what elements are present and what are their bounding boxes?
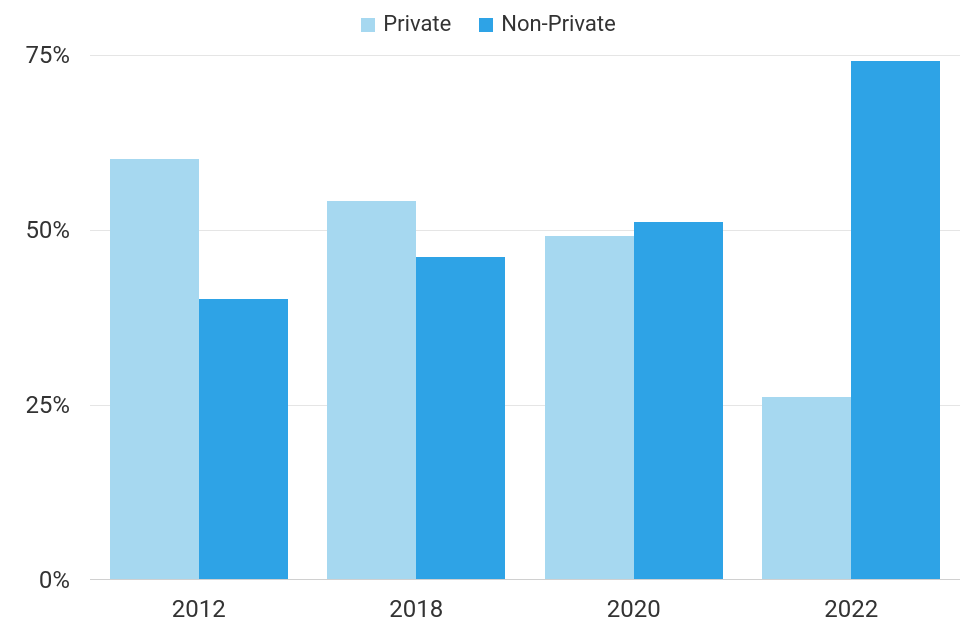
x-axis: 2012 2018 2020 2022 bbox=[90, 585, 960, 625]
bar-2018-nonprivate bbox=[416, 257, 505, 579]
gridline-75 bbox=[90, 55, 960, 56]
bar-2018-private bbox=[327, 201, 416, 579]
bar-chart: Private Non-Private 0% 25% 50% 75% 2012 … bbox=[0, 0, 977, 644]
y-tick-50: 50% bbox=[0, 216, 70, 244]
bar-2012-private bbox=[110, 159, 199, 579]
gridline-50 bbox=[90, 230, 960, 231]
x-tick-2022: 2022 bbox=[824, 595, 878, 623]
legend-swatch-private bbox=[361, 18, 375, 32]
y-tick-0: 0% bbox=[0, 566, 70, 594]
plot-area bbox=[90, 55, 960, 580]
x-tick-2012: 2012 bbox=[172, 595, 226, 623]
legend-item-private: Private bbox=[361, 12, 451, 37]
x-tick-2020: 2020 bbox=[607, 595, 661, 623]
bar-2020-private bbox=[545, 236, 634, 579]
legend: Private Non-Private bbox=[0, 12, 977, 37]
legend-swatch-nonprivate bbox=[479, 18, 493, 32]
bar-2022-nonprivate bbox=[851, 61, 940, 579]
legend-label-nonprivate: Non-Private bbox=[501, 12, 615, 37]
y-axis: 0% 25% 50% 75% bbox=[0, 55, 80, 580]
y-tick-25: 25% bbox=[0, 391, 70, 419]
x-tick-2018: 2018 bbox=[389, 595, 443, 623]
legend-label-private: Private bbox=[383, 12, 451, 37]
bar-2022-private bbox=[762, 397, 851, 579]
bar-2020-nonprivate bbox=[634, 222, 723, 579]
bar-2012-nonprivate bbox=[199, 299, 288, 579]
legend-item-nonprivate: Non-Private bbox=[479, 12, 615, 37]
y-tick-75: 75% bbox=[0, 41, 70, 69]
